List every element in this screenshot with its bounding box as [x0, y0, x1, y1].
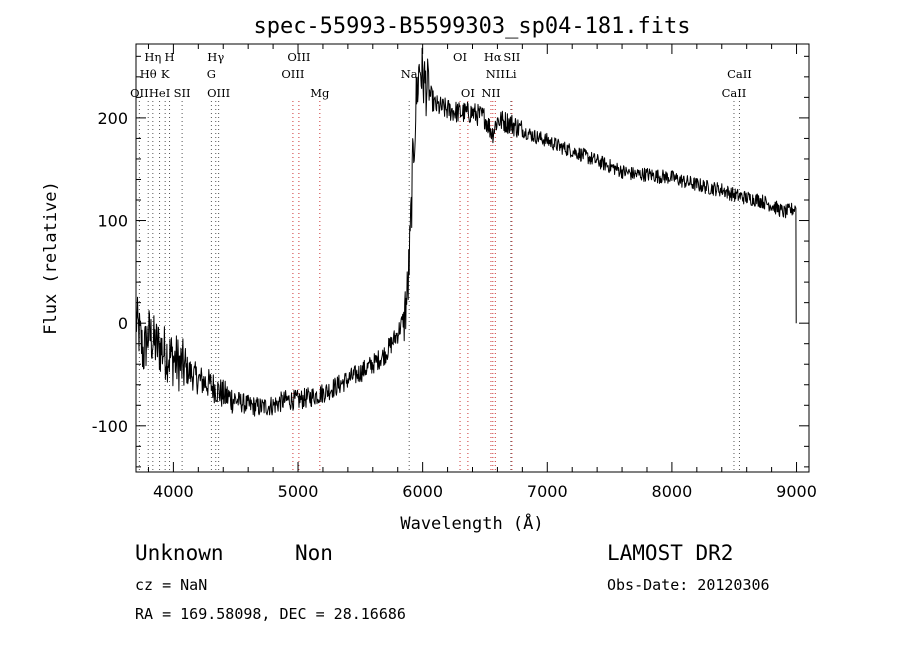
line-label-5: H: [165, 50, 175, 64]
axis-ticks: 4000 5000 6000 7000 8000 9000 -100 0 100 200: [92, 44, 817, 501]
chart-title: spec-55993-B5599303_sp04-181.fits: [253, 14, 690, 39]
line-label-11: OIII: [287, 50, 310, 64]
subclass-label: Non: [295, 541, 333, 565]
classification-label: Unknown: [135, 541, 224, 565]
x-tick-label: 8000: [652, 482, 693, 501]
line-label-6: SII: [174, 86, 191, 100]
line-label-19: Li: [505, 67, 517, 81]
coordinates-text: RA = 169.58098, DEC = 28.16686: [135, 605, 406, 623]
y-axis-label: Flux (relative): [41, 181, 61, 335]
line-label-10: OIII: [281, 67, 304, 81]
line-label-15: OI: [461, 86, 475, 100]
line-label-8: G: [207, 67, 216, 81]
line-label-21: CaII: [722, 86, 747, 100]
plot-area: [135, 47, 797, 417]
line-label-22: CaII: [727, 67, 752, 81]
line-label-1: Hθ: [140, 67, 157, 81]
line-label-3: HeI: [149, 86, 170, 100]
line-label-14: OI: [453, 50, 467, 64]
x-tick-label: 9000: [776, 482, 817, 501]
redshift-text: cz = NaN: [135, 576, 208, 594]
line-label-4: K: [161, 67, 170, 81]
obs-date-text: Obs-Date: 20120306: [607, 576, 770, 594]
x-axis-label: Wavelength (Å): [400, 512, 543, 534]
line-label-16: NII: [481, 86, 500, 100]
spectrum-line: [135, 47, 797, 417]
y-tick-label: -100: [92, 417, 128, 436]
line-label-17: Hα: [484, 50, 502, 64]
y-tick-label: 200: [97, 109, 128, 128]
survey-label: LAMOST DR2: [607, 541, 734, 565]
line-label-2: Hη: [144, 50, 161, 64]
x-tick-label: 5000: [278, 482, 319, 501]
x-tick-label: 4000: [153, 482, 194, 501]
line-label-13: Na: [401, 67, 418, 81]
line-label-7: Hγ: [207, 50, 224, 64]
y-tick-label: 100: [97, 212, 128, 231]
line-label-20: SII: [503, 50, 520, 64]
line-label-9: OIII: [207, 86, 230, 100]
x-tick-label: 6000: [402, 482, 443, 501]
line-label-0: OII: [130, 86, 149, 100]
x-tick-label: 7000: [527, 482, 568, 501]
y-tick-label: 0: [118, 314, 128, 333]
spectral-line-markers: OII Hθ Hη HeI KH SII Hγ G OIII OIII OIII Mg Na OI OI NI…: [130, 50, 752, 472]
line-label-12: Mg: [310, 86, 330, 100]
line-label-18: NII: [486, 67, 505, 81]
